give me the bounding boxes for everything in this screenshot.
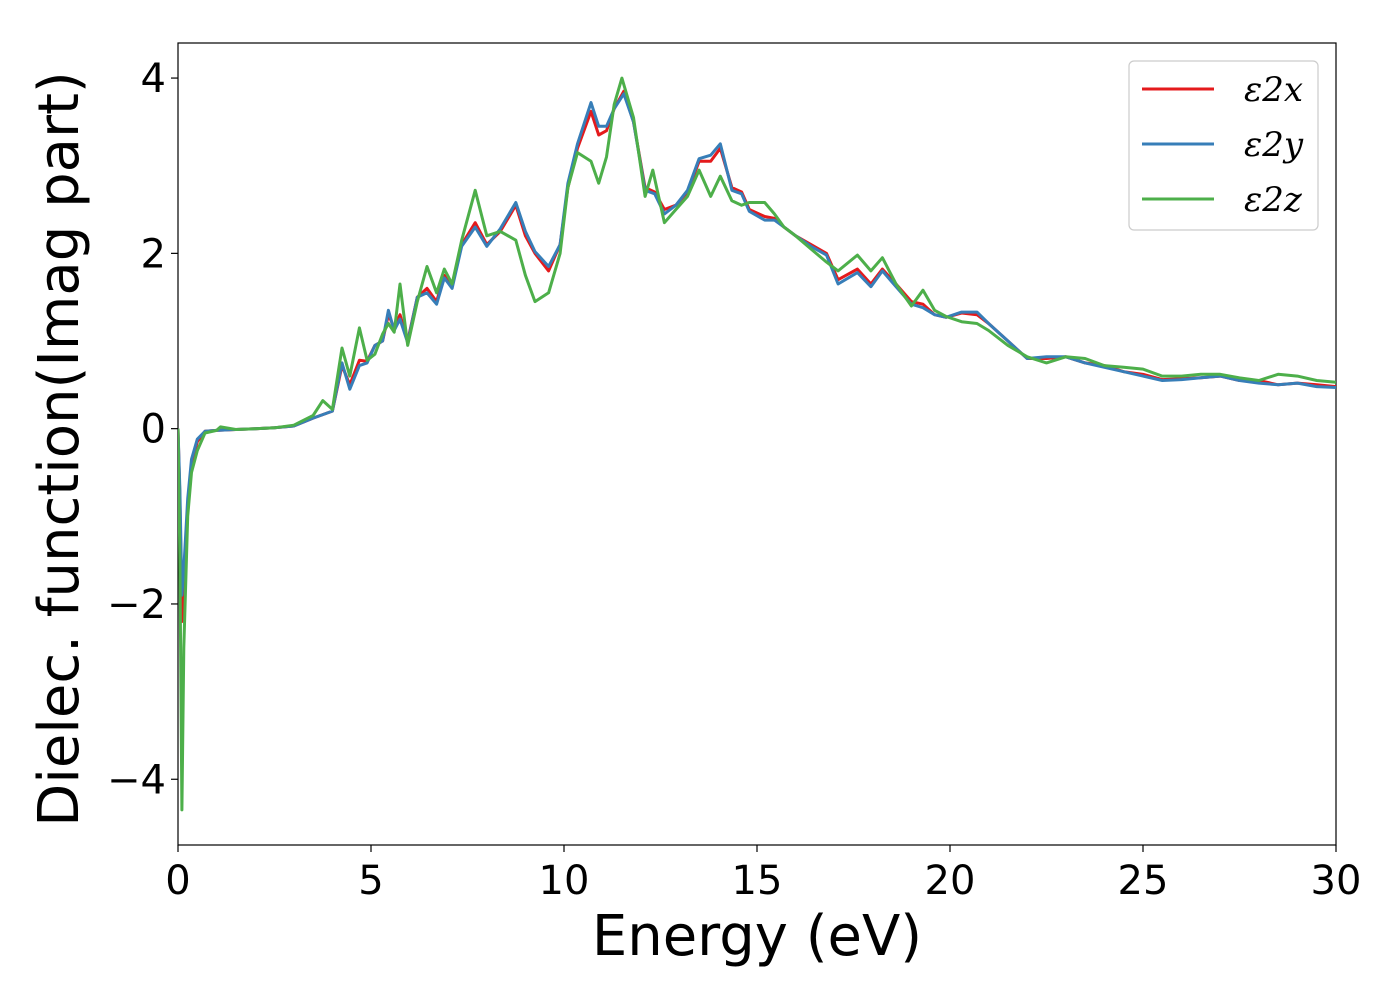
y-tick-label: 2 [141, 231, 166, 277]
legend-box [1128, 60, 1319, 231]
legend-label: ε2x [1244, 70, 1303, 110]
y-tick-label: −4 [107, 757, 166, 803]
legend-label: ε2z [1244, 180, 1303, 220]
x-axis: 0 5 10 15 20 25 30 [165, 845, 1361, 904]
y-tick-label: −2 [107, 582, 166, 628]
legend: ε2x ε2y ε2z [1128, 60, 1319, 231]
y-axis: −4 −2 0 2 4 [107, 56, 178, 803]
x-tick-label: 20 [925, 858, 976, 904]
x-tick-label: 30 [1311, 858, 1362, 904]
series-layer [178, 76, 1336, 812]
x-axis-label: Energy (eV) [592, 904, 922, 969]
x-tick-label: 0 [165, 858, 190, 904]
x-tick-label: 5 [358, 858, 383, 904]
x-tick-label: 25 [1118, 858, 1169, 904]
y-tick-label: 4 [141, 56, 166, 102]
series-line-3 [178, 76, 1336, 812]
y-axis-label: Dielec. function(Imag part) [27, 71, 92, 827]
x-tick-label: 10 [539, 858, 590, 904]
y-tick-label: 0 [141, 407, 166, 453]
x-tick-label: 15 [732, 858, 783, 904]
legend-label: ε2y [1244, 125, 1304, 165]
